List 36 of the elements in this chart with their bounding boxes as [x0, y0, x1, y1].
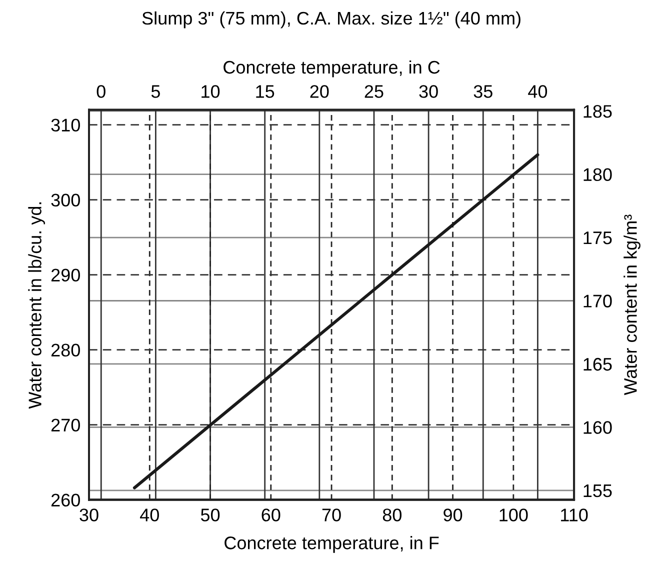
y-tick-label: 280	[51, 344, 80, 357]
x2-tick-label: 30	[419, 85, 438, 98]
y-tick-label: 260	[51, 494, 80, 506]
x-tick-label: 90	[444, 508, 462, 522]
x-tick-label: 70	[322, 508, 341, 522]
x2-tick-label: 10	[202, 85, 220, 98]
chart-title: Slump 3" (75 mm), C.A. Max. size 1½" (40 mm)	[142, 11, 520, 28]
y-tick-label: 300	[51, 194, 80, 207]
x2-tick-label: 20	[310, 85, 329, 98]
x-tick-label: 50	[200, 508, 220, 522]
x-tick-label: 40	[140, 508, 159, 522]
y-tick-label: 290	[51, 268, 80, 282]
x-tick-label: 80	[382, 508, 402, 522]
x2-tick-label: 35	[474, 85, 492, 98]
y-tick-label: 310	[51, 118, 80, 132]
y2-tick-label: 185	[584, 105, 612, 118]
y-axis-title: Water content in lb/cu. yd.	[28, 202, 45, 409]
y2-tick-label: 175	[584, 232, 612, 244]
x-tick-label: 100	[500, 508, 528, 522]
y2-tick-label: 155	[584, 484, 612, 498]
x-axis-title: Concrete temperature, in F	[224, 536, 439, 553]
x2-tick-label: 40	[528, 85, 548, 98]
y2-tick-label: 160	[584, 421, 612, 434]
x2-tick-label: 0	[96, 85, 106, 98]
x2-axis-title: Concrete temperature, in C	[224, 60, 440, 78]
x-tick-label: 110	[561, 508, 588, 522]
x-tick-label: 30	[80, 508, 98, 522]
y2-tick-label: 180	[584, 168, 612, 182]
x2-tick-label: 5	[151, 85, 160, 98]
x2-tick-label: 15	[256, 85, 274, 98]
y2-tick-label: 170	[584, 294, 612, 308]
x-tick-label: 60	[262, 508, 280, 522]
y-tick-label: 270	[51, 418, 80, 432]
y2-axis-title: Water content in kg/m³	[624, 214, 640, 396]
y2-tick-label: 165	[584, 358, 612, 371]
x2-tick-label: 25	[364, 85, 384, 98]
